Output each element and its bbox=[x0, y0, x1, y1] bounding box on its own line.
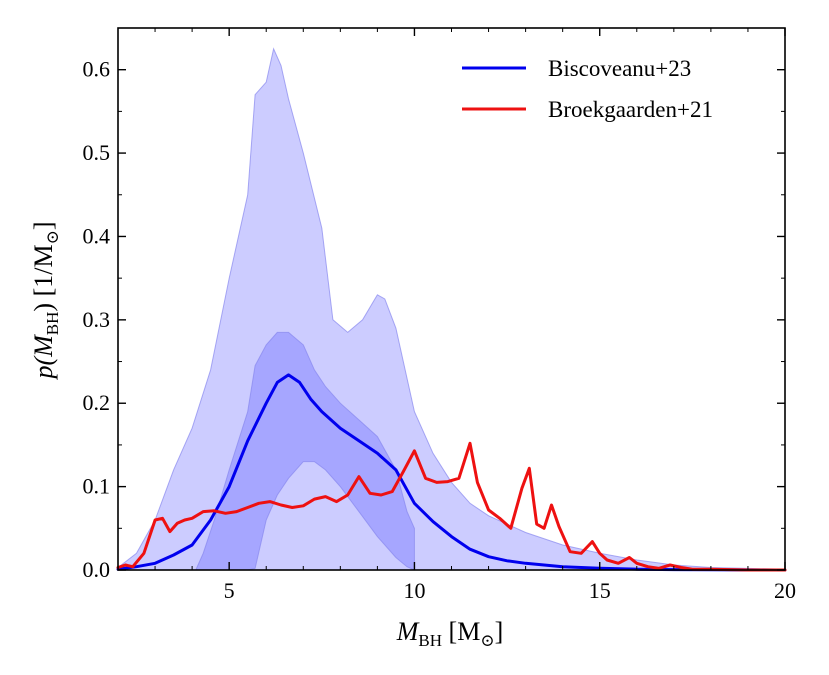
legend-label-biscoveanu: Biscoveanu+23 bbox=[548, 56, 691, 81]
y-tick-label: 0.3 bbox=[83, 307, 111, 332]
x-tick-label: 10 bbox=[403, 578, 425, 603]
credible-bands bbox=[117, 47, 786, 571]
y-axis-label-unit-symbol: ⊙ bbox=[43, 230, 62, 244]
y-tick-label: 0.5 bbox=[83, 140, 111, 165]
x-axis-label-prefix: M bbox=[396, 617, 420, 646]
x-axis-label-subscript: BH bbox=[418, 631, 442, 650]
y-axis-label-prefix: p(M bbox=[29, 334, 58, 381]
legend: Biscoveanu+23 Broekgaarden+21 bbox=[462, 56, 713, 122]
x-axis-ticks: 5 10 15 20 bbox=[154, 28, 796, 603]
y-tick-label: 0.0 bbox=[83, 557, 111, 582]
y-axis-label: p(MBH) [1/M⊙] bbox=[29, 221, 62, 380]
x-axis-label-unit-symbol: ⊙ bbox=[480, 631, 494, 650]
y-axis-label-subscript: BH bbox=[43, 312, 62, 336]
series-line-broekgaarden bbox=[116, 441, 787, 572]
x-axis-label-close: ] bbox=[495, 617, 504, 646]
x-tick-label: 5 bbox=[224, 578, 235, 603]
x-tick-label: 20 bbox=[774, 578, 796, 603]
y-tick-label: 0.6 bbox=[83, 57, 111, 82]
x-axis-label-suffix: [M bbox=[442, 617, 480, 646]
x-axis-label: MBH [M⊙] bbox=[396, 617, 504, 650]
inner-credible-band bbox=[195, 331, 415, 571]
y-axis-label-close: ] bbox=[29, 221, 58, 230]
y-tick-label: 0.4 bbox=[83, 223, 111, 248]
legend-label-broekgaarden: Broekgaarden+21 bbox=[548, 97, 713, 122]
y-axis-ticks: 0.0 0.1 0.2 0.3 0.4 0.5 0.6 bbox=[83, 57, 785, 582]
y-tick-label: 0.1 bbox=[83, 474, 111, 499]
y-tick-label: 0.2 bbox=[83, 390, 111, 415]
x-tick-label: 15 bbox=[589, 578, 611, 603]
outer-credible-band bbox=[117, 47, 786, 571]
y-axis-label-suffix: ) [1/M bbox=[29, 244, 58, 311]
